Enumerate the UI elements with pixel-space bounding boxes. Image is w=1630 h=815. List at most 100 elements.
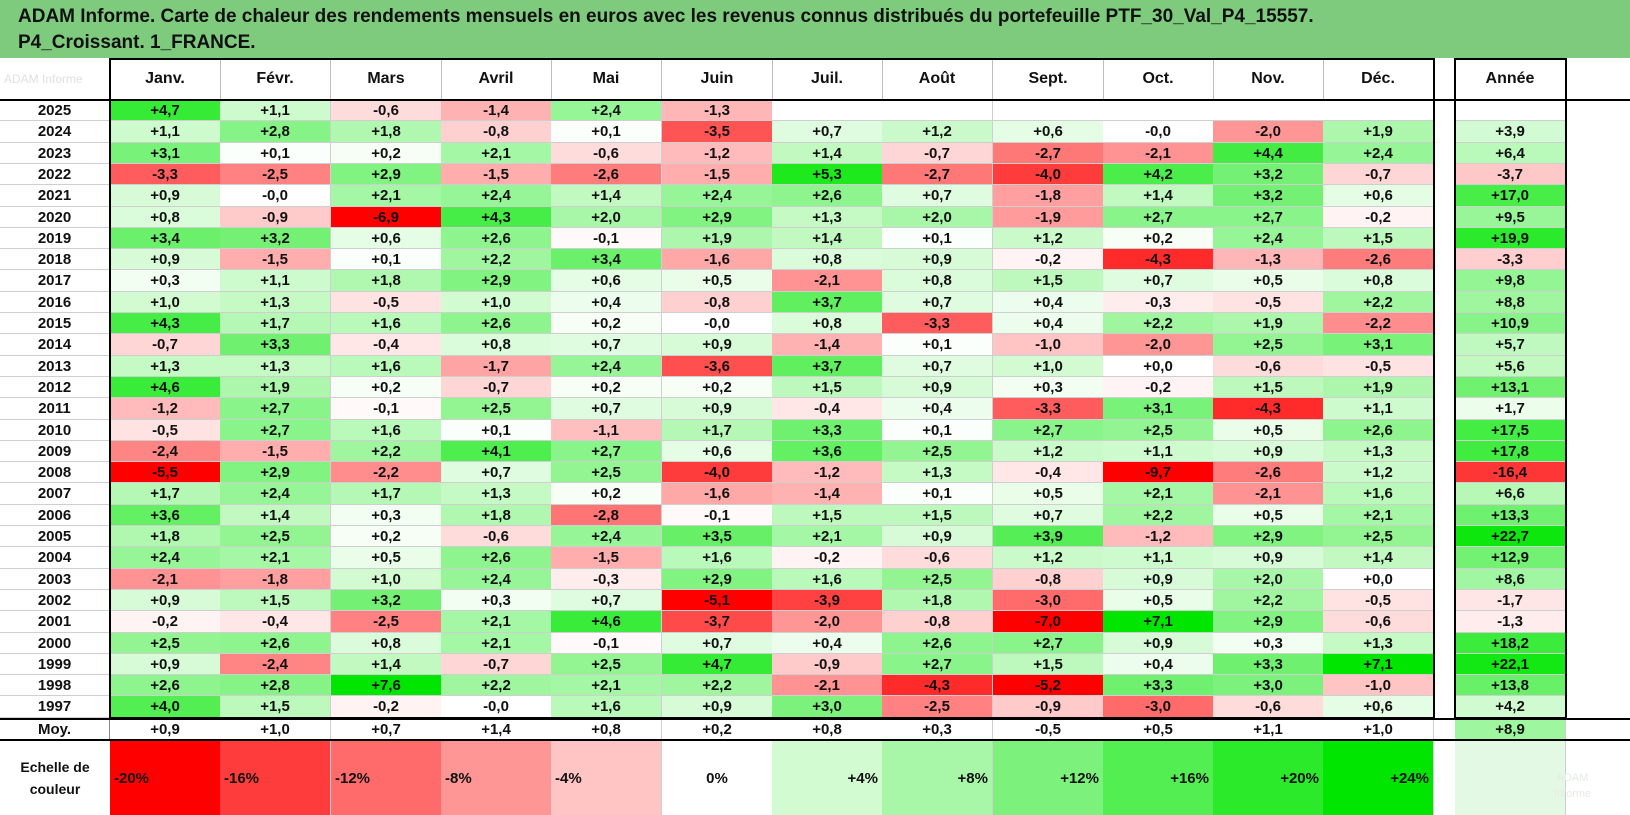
heatmap-cell: -0,2 bbox=[772, 547, 883, 569]
heatmap-cell: +3,7 bbox=[772, 292, 883, 313]
heatmap-cell: +0,9 bbox=[662, 398, 773, 420]
heatmap-cell: -2,7 bbox=[993, 143, 1104, 164]
heatmap-cell: -3,9 bbox=[772, 590, 883, 611]
heatmap-cell: +2,8 bbox=[220, 675, 331, 696]
heatmap-cell: +2,0 bbox=[882, 207, 993, 228]
heatmap-cell: +2,1 bbox=[441, 611, 552, 633]
heatmap-cell: +2,7 bbox=[1213, 207, 1324, 228]
heatmap-cell: +2,9 bbox=[1213, 526, 1324, 547]
annual-cell: +6,4 bbox=[1455, 143, 1566, 164]
heatmap-cell: -1,0 bbox=[993, 334, 1104, 356]
average-cell: +0,2 bbox=[662, 719, 773, 740]
heatmap-cell: -3,0 bbox=[1103, 696, 1214, 718]
heatmap-cell: +0,2 bbox=[551, 483, 662, 505]
heatmap-cell: -0,0 bbox=[220, 185, 331, 207]
heatmap-cell: +2,6 bbox=[882, 633, 993, 654]
heatmap-cell: +0,9 bbox=[1213, 441, 1324, 462]
heatmap-cell: +1,2 bbox=[1323, 462, 1434, 483]
heatmap-cell: -0,0 bbox=[662, 313, 773, 334]
heatmap-cell: +1,4 bbox=[551, 185, 662, 207]
heatmap-cell: +0,4 bbox=[993, 313, 1104, 334]
year-label: 1999 bbox=[0, 654, 110, 675]
year-label: 2000 bbox=[0, 633, 110, 654]
heatmap-cell: +0,5 bbox=[1103, 590, 1214, 611]
annual-cell: +3,9 bbox=[1455, 121, 1566, 143]
heatmap-cell: -0,6 bbox=[441, 526, 552, 547]
heatmap-cell: -0,6 bbox=[1213, 696, 1324, 718]
heatmap-cell: +1,5 bbox=[220, 696, 331, 718]
heatmap-cell: +7,6 bbox=[331, 675, 442, 696]
heatmap-cell: -2,1 bbox=[772, 675, 883, 696]
heatmap-cell: +0,1 bbox=[551, 121, 662, 143]
heatmap-cell: +0,2 bbox=[1103, 228, 1214, 249]
heatmap-cell: +1,8 bbox=[882, 590, 993, 611]
heatmap-cell: -2,8 bbox=[551, 505, 662, 526]
heatmap-cell: -0,2 bbox=[331, 696, 442, 718]
heatmap-cell: +0,7 bbox=[441, 462, 552, 483]
heatmap-cell: +3,3 bbox=[1103, 675, 1214, 696]
heatmap-cell: -2,5 bbox=[882, 696, 993, 718]
heatmap-cell: -0,0 bbox=[1103, 121, 1214, 143]
heatmap-cell: -0,9 bbox=[220, 207, 331, 228]
heatmap-cell: +2,2 bbox=[1213, 590, 1324, 611]
heatmap-cell: +1,9 bbox=[220, 377, 331, 398]
heatmap-cell: -4,0 bbox=[662, 462, 773, 483]
heatmap-cell: +1,1 bbox=[220, 270, 331, 292]
heatmap-cell: +2,7 bbox=[220, 398, 331, 420]
heatmap-cell: +2,5 bbox=[1213, 334, 1324, 356]
heatmap-cell: -0,7 bbox=[441, 654, 552, 675]
heatmap-cell: -1,3 bbox=[1213, 249, 1324, 270]
heatmap-cell bbox=[993, 100, 1104, 121]
heatmap-cell: -4,3 bbox=[1103, 249, 1214, 270]
heatmap-cell: -0,5 bbox=[1323, 356, 1434, 377]
year-label: 2017 bbox=[0, 270, 110, 292]
heatmap-cell: -3,3 bbox=[882, 313, 993, 334]
year-label: 2005 bbox=[0, 526, 110, 547]
heatmap-cell: +0,9 bbox=[662, 696, 773, 718]
heatmap-cell: -1,7 bbox=[441, 356, 552, 377]
heatmap-cell: +1,5 bbox=[772, 377, 883, 398]
heatmap-cell: -1,2 bbox=[772, 462, 883, 483]
annual-cell: +22,1 bbox=[1455, 654, 1566, 675]
heatmap-cell: -0,4 bbox=[331, 334, 442, 356]
heatmap-cell: +0,9 bbox=[1213, 547, 1324, 569]
average-cell: +0,9 bbox=[110, 719, 221, 740]
heatmap-cell: +3,0 bbox=[1213, 675, 1324, 696]
heatmap-cell: -0,6 bbox=[331, 100, 442, 121]
heatmap-cell: +0,6 bbox=[331, 228, 442, 249]
heatmap-cell: +1,5 bbox=[993, 270, 1104, 292]
average-cell: -0,5 bbox=[993, 719, 1104, 740]
heatmap-cell: +2,2 bbox=[441, 675, 552, 696]
annual-cell: +8,8 bbox=[1455, 292, 1566, 313]
average-cell: +1,0 bbox=[1323, 719, 1434, 740]
annual-cell bbox=[1455, 100, 1566, 121]
annual-cell: +12,9 bbox=[1455, 547, 1566, 569]
year-label: 2022 bbox=[0, 164, 110, 185]
year-label: 2021 bbox=[0, 185, 110, 207]
heatmap-cell: +3,3 bbox=[1213, 654, 1324, 675]
heatmap-cell: +1,9 bbox=[1323, 377, 1434, 398]
heatmap-cell: +1,5 bbox=[1213, 377, 1324, 398]
heatmap-cell: +0,3 bbox=[331, 505, 442, 526]
annual-cell: +13,3 bbox=[1455, 505, 1566, 526]
heatmap-cell: +0,9 bbox=[110, 654, 221, 675]
heatmap-cell: -0,6 bbox=[1323, 611, 1434, 633]
heatmap-cell: +0,7 bbox=[551, 334, 662, 356]
heatmap-cell: +3,0 bbox=[772, 696, 883, 718]
average-label: Moy. bbox=[0, 719, 110, 740]
heatmap-cell: -1,2 bbox=[1103, 526, 1214, 547]
heatmap-cell: +0,1 bbox=[882, 420, 993, 441]
heatmap-cell: +2,4 bbox=[1213, 228, 1324, 249]
heatmap-cell: +0,7 bbox=[882, 292, 993, 313]
heatmap-cell: -1,5 bbox=[662, 164, 773, 185]
heatmap-cell: -2,4 bbox=[110, 441, 221, 462]
month-header: Déc. bbox=[1323, 58, 1434, 100]
heatmap-cell: +2,5 bbox=[551, 654, 662, 675]
heatmap-cell: +2,6 bbox=[110, 675, 221, 696]
heatmap-cell: +2,7 bbox=[993, 420, 1104, 441]
heatmap-cell: +0,8 bbox=[1323, 270, 1434, 292]
heatmap-cell: +1,7 bbox=[662, 420, 773, 441]
heatmap-cell: +3,2 bbox=[220, 228, 331, 249]
heatmap-cell: +0,7 bbox=[993, 505, 1104, 526]
heatmap-cell: +1,0 bbox=[110, 292, 221, 313]
